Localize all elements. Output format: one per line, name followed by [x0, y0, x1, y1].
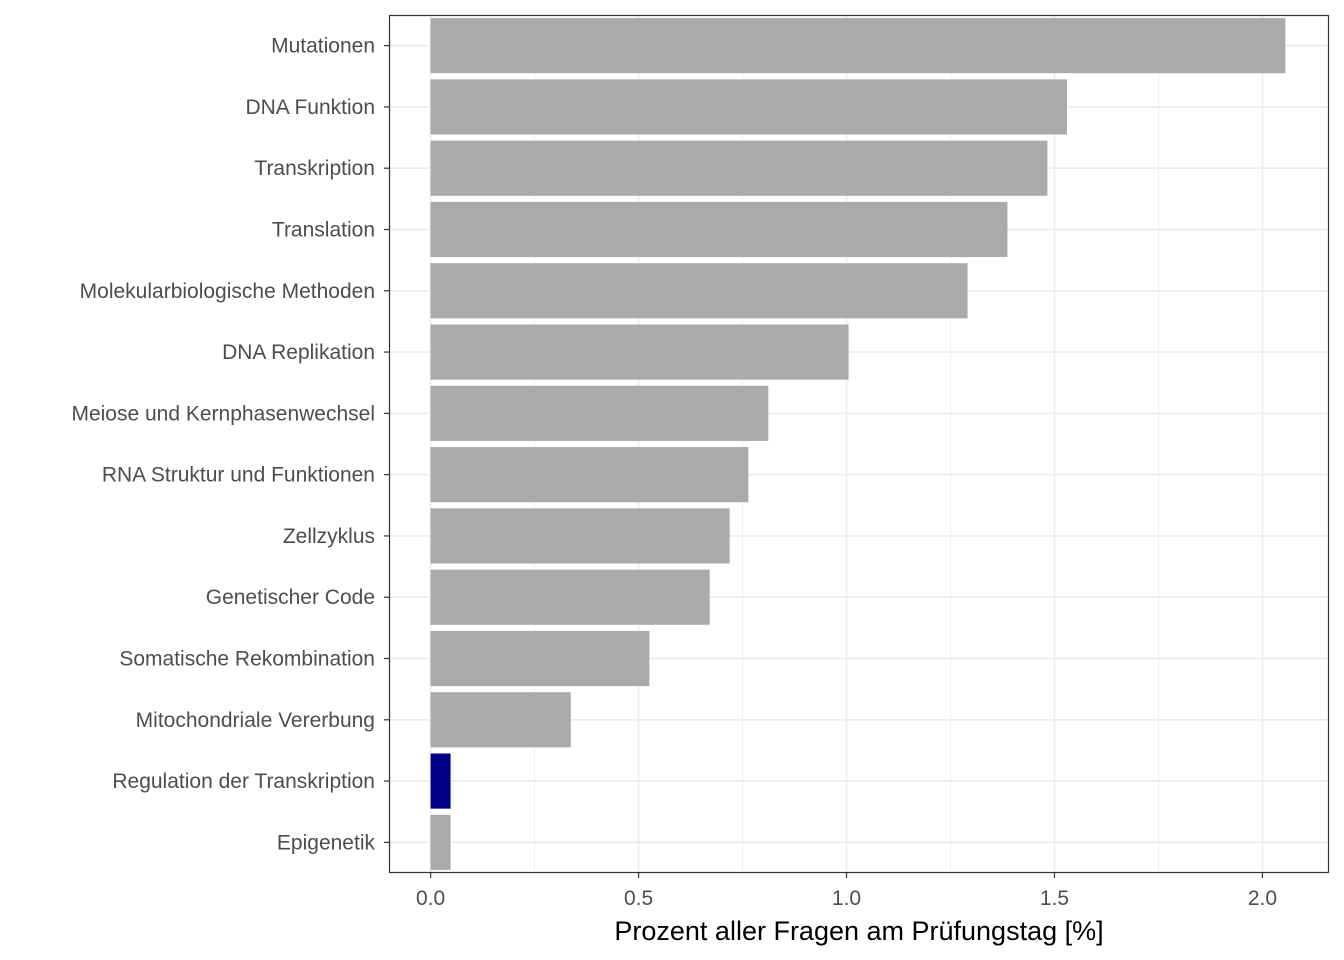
bar-dna-replikation: [430, 324, 849, 380]
bar-mitochondriale-vererbung: [430, 692, 571, 748]
y-tick-label: DNA Replikation: [222, 341, 375, 364]
y-tick-label: Molekularbiologische Methoden: [80, 280, 375, 303]
bar-translation: [430, 201, 1008, 258]
y-tick-label: Meiose und Kernphasenwechsel: [71, 402, 375, 425]
y-tick-label: Mutationen: [271, 35, 375, 58]
bar-epigenetik: [430, 814, 451, 870]
y-tick-label: Epigenetik: [277, 831, 376, 854]
x-tick-label: 1.0: [832, 887, 861, 910]
bar-zellzyklus: [430, 508, 730, 564]
bar-meiose-und-kernphasenwechsel: [430, 385, 769, 441]
bar-transkription: [430, 140, 1048, 196]
y-tick-label: RNA Struktur und Funktionen: [102, 464, 375, 487]
bar-dna-funktion: [430, 79, 1067, 135]
x-tick-label: 0.0: [416, 887, 445, 910]
bar-somatische-rekombination: [430, 630, 650, 687]
bars: [430, 18, 1286, 870]
y-tick-label: Somatische Rekombination: [119, 648, 375, 671]
x-axis-title: Prozent aller Fragen am Prüfungstag [%]: [614, 916, 1103, 946]
bar-mutationen: [430, 18, 1286, 74]
x-tick-label: 2.0: [1248, 887, 1277, 910]
y-tick-label: Regulation der Transkription: [112, 770, 375, 793]
panel-border: [388, 14, 1330, 874]
y-tick-label: Genetischer Code: [206, 586, 375, 609]
x-axis: 0.0 0.5 1.0 1.5 2.0: [416, 873, 1277, 910]
bar-rna-struktur-und-funktionen: [430, 447, 749, 503]
y-tick-label: DNA Funktion: [245, 96, 375, 119]
y-tick-label: Mitochondriale Vererbung: [136, 709, 375, 732]
y-tick-label: Translation: [272, 219, 375, 242]
y-tick-label: Zellzyklus: [283, 525, 375, 548]
y-tick-label: Transkription: [254, 157, 375, 180]
bar-regulation-der-transkription: [430, 753, 451, 809]
y-axis: Mutationen DNA Funktion Transkription Trans…: [71, 35, 389, 854]
bar-genetischer-code: [430, 569, 710, 625]
x-tick-label: 1.5: [1040, 887, 1069, 910]
x-tick-label: 0.5: [624, 887, 653, 910]
bar-molekularbiologische-methoden: [430, 263, 968, 319]
